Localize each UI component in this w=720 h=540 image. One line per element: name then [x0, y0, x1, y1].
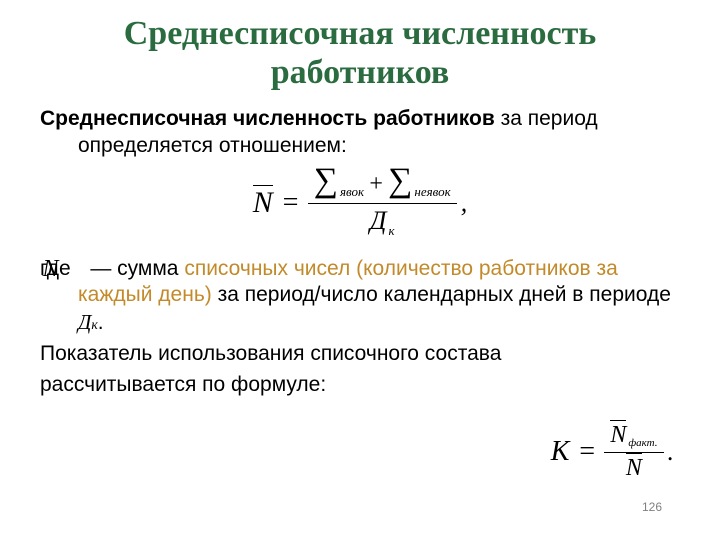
formula-1: N = ∑явок + ∑неявок Дк ,	[40, 164, 680, 242]
paragraph-2: где N — сумма списочных чисел (количеств…	[40, 256, 680, 338]
para2-rest: за период/число календарных дней в перио…	[212, 283, 671, 306]
n-fact: N	[610, 422, 626, 448]
overbar-icon	[626, 453, 642, 454]
sigma-icon-2: ∑	[388, 162, 412, 199]
lead-term: Среднесписочная численность работников	[40, 107, 495, 130]
denom-sub: к	[388, 223, 394, 238]
denom-d: Д	[370, 206, 387, 235]
body: Среднесписочная численность работников з…	[40, 106, 680, 399]
plus: +	[369, 171, 383, 197]
formula1-lhs: N	[253, 186, 273, 219]
n-den: N	[626, 455, 642, 481]
paragraph-4: рассчитывается по формуле:	[40, 372, 680, 399]
slide-title: Среднесписочная численность работников	[40, 14, 680, 92]
formula-1-wrap: N = ∑явок + ∑неявок Дк ,	[40, 164, 680, 242]
title-line-1: Среднесписочная численность	[124, 15, 597, 52]
overbar-icon	[610, 420, 626, 421]
equals-sign-2: =	[577, 436, 596, 468]
equals-sign: =	[281, 185, 300, 221]
n-symbol: N	[42, 256, 58, 282]
formula2-period: .	[668, 437, 675, 467]
gde-paragraph: где N — сумма списочных чисел (количеств…	[40, 256, 680, 338]
formula1-trailing: ,	[461, 186, 468, 219]
numerator: ∑явок + ∑неявок	[308, 164, 457, 204]
n-bar-num: N	[610, 423, 626, 447]
title-line-2: работников	[271, 54, 450, 91]
sigma-icon: ∑	[314, 162, 338, 199]
page-number: 126	[642, 500, 662, 514]
dash-text: — сумма	[90, 257, 184, 280]
fraction-1: ∑явок + ∑неявок Дк	[308, 164, 457, 242]
n-bar-lhs: N	[253, 188, 273, 218]
dk-symbol: Дк	[78, 310, 98, 334]
sub-fact: факт.	[628, 437, 657, 449]
dk-d: Д	[78, 310, 91, 334]
formula-2: K = N факт. N .	[551, 423, 674, 482]
overbar-icon	[253, 185, 273, 186]
k-symbol: K	[551, 436, 570, 468]
numerator-2: N факт.	[604, 423, 663, 453]
dk-period: .	[98, 311, 104, 334]
denominator: Дк	[364, 204, 401, 242]
n-bar-den: N	[626, 456, 642, 480]
fraction-2: N факт. N	[604, 423, 663, 482]
paragraph-1: Среднесписочная численность работников з…	[40, 106, 680, 160]
paragraph-3: Показатель использования списочного сост…	[40, 341, 680, 368]
slide: Среднесписочная численность работников С…	[0, 0, 720, 540]
sub-neyavok: неявок	[414, 184, 450, 199]
denominator-2: N	[620, 453, 648, 482]
sub-yavok: явок	[340, 184, 364, 199]
